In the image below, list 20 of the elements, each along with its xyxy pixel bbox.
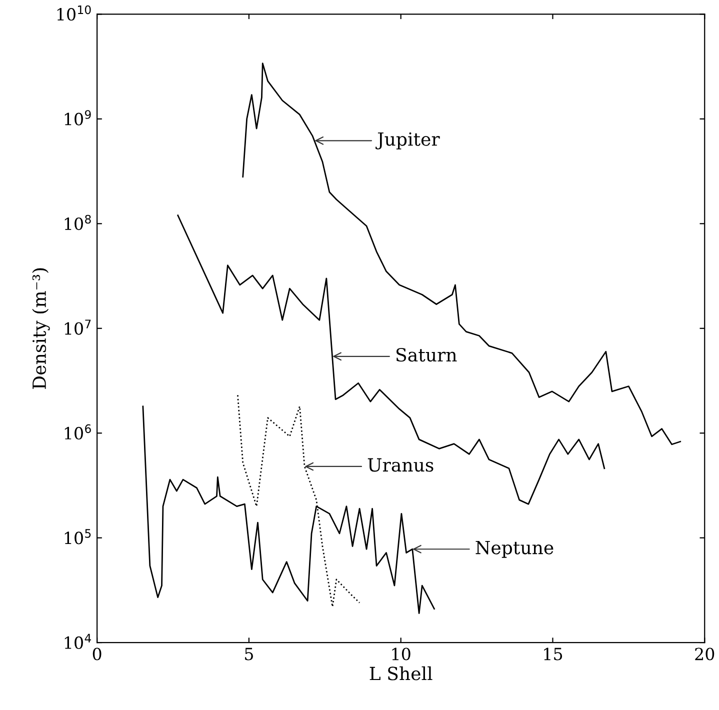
y-tick-label: 10$^{4}$ (64, 634, 92, 650)
x-tick-label: 0 (92, 648, 102, 660)
x-tick-label: 10 (392, 648, 410, 660)
annotation: Saturn (396, 348, 457, 362)
x-tick-label: 5 (245, 648, 253, 660)
y-tick-label: 10$^{7}$ (64, 320, 91, 335)
line-series (242, 62, 682, 446)
annotation: Jupiter (376, 132, 440, 150)
y-tick-label: 10$^{6}$ (64, 424, 91, 440)
x-tick-label: 20 (695, 648, 714, 660)
y-tick-label: 10$^{10}$ (57, 5, 91, 21)
y-axis-title: Density (m⁻³) (32, 268, 50, 389)
y-tick-label: 10$^{9}$ (64, 110, 91, 126)
y-tick-label: 10$^{5}$ (64, 529, 91, 544)
x-tick-label: 15 (544, 648, 562, 660)
annotation: Neptune (476, 540, 554, 558)
annotation: Uranus (368, 458, 434, 472)
y-tick-label: 10$^{8}$ (64, 214, 91, 230)
line-series (177, 214, 606, 505)
x-axis-title: L Shell (370, 666, 432, 680)
